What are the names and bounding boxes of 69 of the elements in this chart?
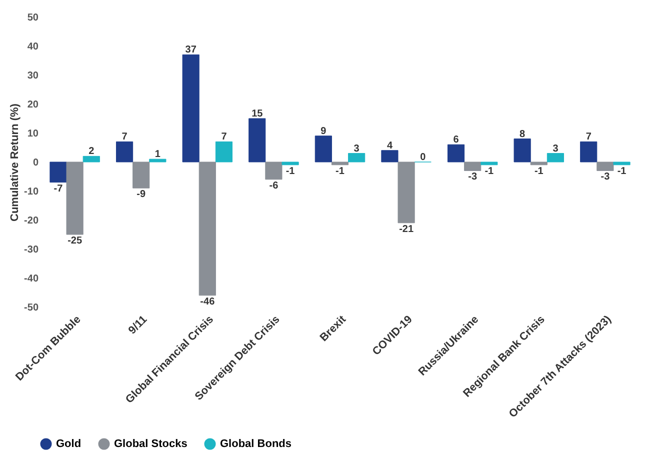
bar <box>182 54 200 162</box>
bar <box>66 162 84 235</box>
data-label: -46 <box>200 296 216 308</box>
y-tick-label: -40 <box>24 274 39 284</box>
y-tick-label: -50 <box>24 302 39 314</box>
legend-label: Global Stocks <box>114 438 188 450</box>
bar <box>530 162 548 166</box>
data-label: -3 <box>468 172 478 183</box>
data-label: -7 <box>54 183 64 194</box>
y-tick-label: 10 <box>27 128 39 140</box>
data-label: 8 <box>520 128 526 140</box>
bar <box>282 162 299 166</box>
bar <box>215 141 233 162</box>
bar <box>514 138 531 162</box>
bar <box>613 162 630 166</box>
legend-label: Global Bonds <box>220 438 292 450</box>
x-tick-label: 9/11 <box>126 314 150 337</box>
data-label: 6 <box>453 134 460 146</box>
y-axis-title: Cumulative Return (%) <box>9 103 22 222</box>
data-label: -1 <box>484 166 494 177</box>
bar <box>82 156 100 162</box>
bar <box>546 153 564 162</box>
y-tick-label: 20 <box>27 100 39 110</box>
bar <box>198 162 216 296</box>
bar <box>381 150 398 162</box>
bar <box>132 162 150 188</box>
data-label: 7 <box>221 132 228 143</box>
y-tick-label: -20 <box>24 216 39 226</box>
data-label: -21 <box>399 224 414 235</box>
data-label: 2 <box>88 146 95 158</box>
data-label: -9 <box>136 189 146 200</box>
data-label: 7 <box>586 132 592 143</box>
data-label: 0 <box>420 152 426 163</box>
data-label: -1 <box>336 166 345 177</box>
bar <box>348 153 366 162</box>
bar <box>265 162 282 180</box>
bar <box>314 136 332 162</box>
data-label: 1 <box>154 149 161 160</box>
bar <box>50 162 67 183</box>
bar <box>398 162 415 224</box>
data-label: 37 <box>185 44 197 56</box>
data-label: 9 <box>320 126 327 137</box>
bar <box>149 158 166 162</box>
bar <box>596 162 614 171</box>
bar <box>248 118 266 162</box>
y-tick-label: 30 <box>27 70 39 82</box>
legend-label: Gold <box>56 438 82 450</box>
data-label: -1 <box>617 166 627 177</box>
y-tick-label: 50 <box>27 12 39 24</box>
bar <box>464 162 482 171</box>
data-label: -6 <box>269 180 279 192</box>
data-label: 3 <box>354 143 360 154</box>
bar <box>447 144 465 162</box>
y-tick-label: 0 <box>32 158 39 168</box>
data-label: 3 <box>552 143 559 154</box>
y-tick-label: -30 <box>24 244 39 256</box>
bar <box>580 141 598 162</box>
bar <box>116 141 134 162</box>
bar <box>331 162 349 166</box>
y-tick-label: 40 <box>27 42 39 52</box>
data-label: -25 <box>68 236 82 246</box>
data-label: 15 <box>252 108 264 120</box>
data-label: -1 <box>534 166 544 177</box>
data-label: -3 <box>600 172 610 183</box>
data-label: -1 <box>286 166 296 177</box>
bar <box>480 162 498 166</box>
data-label: 7 <box>122 132 128 143</box>
y-tick-label: -10 <box>24 186 39 198</box>
data-label: 4 <box>386 140 393 152</box>
